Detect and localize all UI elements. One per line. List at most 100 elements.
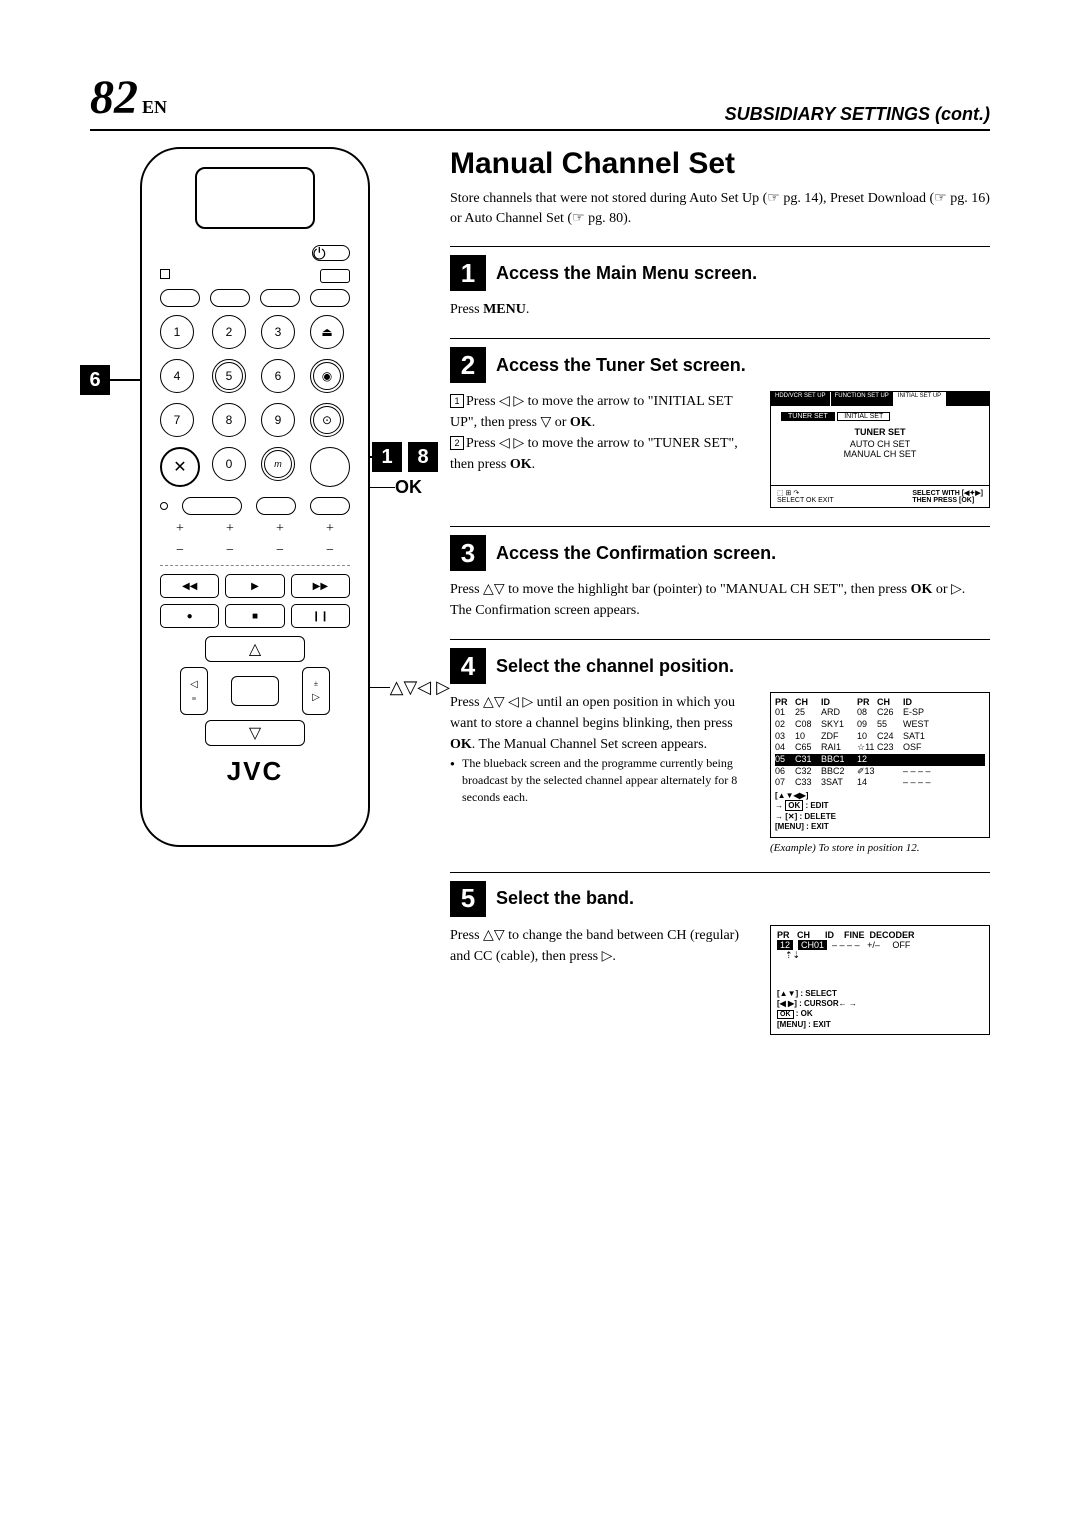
key-5-in: 5	[215, 362, 243, 390]
mid-row	[160, 497, 350, 515]
pause-btn: ❙❙	[291, 604, 350, 628]
cell: RAI1	[821, 742, 857, 754]
cell: C33	[795, 777, 821, 789]
plus-2: +	[210, 521, 250, 537]
mid-btn-1	[256, 497, 296, 515]
plus-1: +	[160, 521, 200, 537]
cell: C26	[877, 707, 903, 719]
step-1: 1 Access the Main Menu screen. Press MEN…	[450, 246, 990, 320]
step-2-sub1: 1Press ◁ ▷ to move the arrow to "INITIAL…	[450, 391, 756, 433]
plus-3: +	[260, 521, 300, 537]
step-1-head: 1 Access the Main Menu screen.	[450, 255, 990, 291]
step-1-title: Access the Main Menu screen.	[496, 263, 757, 284]
ch-row-4: 05C31BBC112	[775, 754, 985, 766]
minus-3: −	[260, 543, 300, 559]
remote-aux-row	[160, 269, 350, 283]
nav-right: ±▷	[302, 667, 330, 715]
cell: ARD	[821, 707, 857, 719]
cell: ☆11	[857, 742, 877, 754]
tv-foot-l: ⬚ ⊞ ↷SELECT OK EXIT	[777, 489, 834, 504]
key-menu: m	[261, 447, 295, 481]
aux-btn	[320, 269, 350, 283]
cell: E-SP	[903, 707, 939, 719]
h-pr: PR	[775, 697, 795, 707]
step-5-fig: PR CH ID FINE DECODER 12 CH01 – – – – +/…	[770, 925, 990, 1036]
callout-ok: OK	[363, 477, 422, 498]
key-7: 7	[160, 403, 194, 437]
step-4-body: Press △▽ ◁ ▷ until an open position in w…	[450, 692, 756, 755]
cell: WEST	[903, 719, 939, 731]
step-3-head: 3 Access the Confirmation screen.	[450, 535, 990, 571]
stop-btn: ■	[225, 604, 284, 628]
step-4-flex: Press △▽ ◁ ▷ until an open position in w…	[450, 692, 990, 853]
cell: 04	[775, 742, 795, 754]
sq-1: 1	[450, 394, 464, 408]
cell: 03	[775, 731, 795, 743]
key-eject: ⏏	[310, 315, 344, 349]
step-5-head: 5 Select the band.	[450, 881, 990, 917]
minus-1: −	[160, 543, 200, 559]
indicator-icon	[160, 269, 170, 279]
cell: 3SAT	[821, 777, 857, 789]
step-4-num: 4	[450, 648, 486, 684]
plus-row: + + + +	[160, 521, 350, 537]
nav-left: ◁≡	[180, 667, 208, 715]
step-2-screen: HDD/VCR SET UP FUNCTION SET UP INITIAL S…	[770, 391, 990, 508]
cf-4: [MENU] : EXIT	[775, 822, 985, 832]
page-content: 6 1 8 OK △▽◁ ▷ ⏻	[90, 147, 990, 1053]
band-arrows: ⇡⇣	[785, 950, 983, 961]
cell: 14	[857, 777, 877, 789]
key-4: 4	[160, 359, 194, 393]
tab-hdd: HDD/VCR SET UP	[771, 392, 831, 406]
tv-foot-l-txt: SELECT OK EXIT	[777, 497, 834, 504]
ch-foot: [▲▼◀▶] → OK : EDIT → [✕] : DELETE [MENU]…	[775, 791, 985, 833]
cf-1: [▲▼◀▶]	[775, 791, 985, 801]
cell: 12	[857, 754, 877, 766]
tv-tabs: HDD/VCR SET UP FUNCTION SET UP INITIAL S…	[771, 392, 989, 406]
tv-inner: TUNER SET INITIAL SET TUNER SET AUTO CH …	[771, 406, 989, 485]
step-3: 3 Access the Confirmation screen. Press …	[450, 526, 990, 621]
page-header: 82EN SUBSIDIARY SETTINGS (cont.)	[90, 70, 990, 131]
remote-control: ⏻ 1 2 3 ⏏ 4 5	[140, 147, 370, 847]
cell: 09	[857, 719, 877, 731]
tab-func: FUNCTION SET UP	[831, 392, 894, 406]
page-lang: EN	[142, 97, 167, 117]
cell: OSF	[903, 742, 939, 754]
ch-row-0: 0125ARD08C26E-SP	[775, 707, 985, 719]
key-2: 2	[212, 315, 246, 349]
nav-up: △	[205, 636, 305, 662]
ch-row-3: 04C65RAI1☆11C23OSF	[775, 742, 985, 754]
step-1-body: Press MENU.	[450, 299, 990, 320]
nav-down: ▽	[205, 720, 305, 746]
minus-2: −	[210, 543, 250, 559]
callout-6-box: 6	[80, 365, 110, 395]
step-2-title: Access the Tuner Set screen.	[496, 355, 746, 376]
cell	[877, 777, 903, 789]
key-1: 1	[160, 315, 194, 349]
cell	[877, 754, 903, 766]
ch-head: PR CH ID PR CH ID	[775, 697, 985, 707]
key-6: 6	[261, 359, 295, 393]
remote-brand: JVC	[160, 756, 350, 787]
main-heading: Manual Channel Set	[450, 147, 990, 181]
cell: C23	[877, 742, 903, 754]
fn-btn-1	[160, 289, 200, 307]
step-3-num: 3	[450, 535, 486, 571]
h-pr2: PR	[857, 697, 877, 707]
step-4-caption: (Example) To store in position 12.	[770, 842, 990, 854]
step-2-num: 2	[450, 347, 486, 383]
tv-item-1: AUTO CH SET	[781, 439, 979, 449]
key-3: 3	[261, 315, 295, 349]
key-0: 0	[212, 447, 246, 481]
mid-pill	[182, 497, 242, 515]
remote-column: 6 1 8 OK △▽◁ ▷ ⏻	[90, 147, 420, 1053]
cell: ZDF	[821, 731, 857, 743]
bf-2: [◀ ▶] : CURSOR← →	[777, 999, 983, 1009]
page-number: 82EN	[90, 70, 167, 125]
h-ch2: CH	[877, 697, 903, 707]
band-row: 12 CH01 – – – – +/– OFF	[777, 940, 983, 950]
step-4-note: The blueback screen and the programme cu…	[450, 755, 756, 805]
disc-icon: ◉	[313, 362, 341, 390]
ch-row-2: 0310ZDF10C24SAT1	[775, 731, 985, 743]
step-2-sub2: 2Press ◁ ▷ to move the arrow to "TUNER S…	[450, 433, 756, 475]
